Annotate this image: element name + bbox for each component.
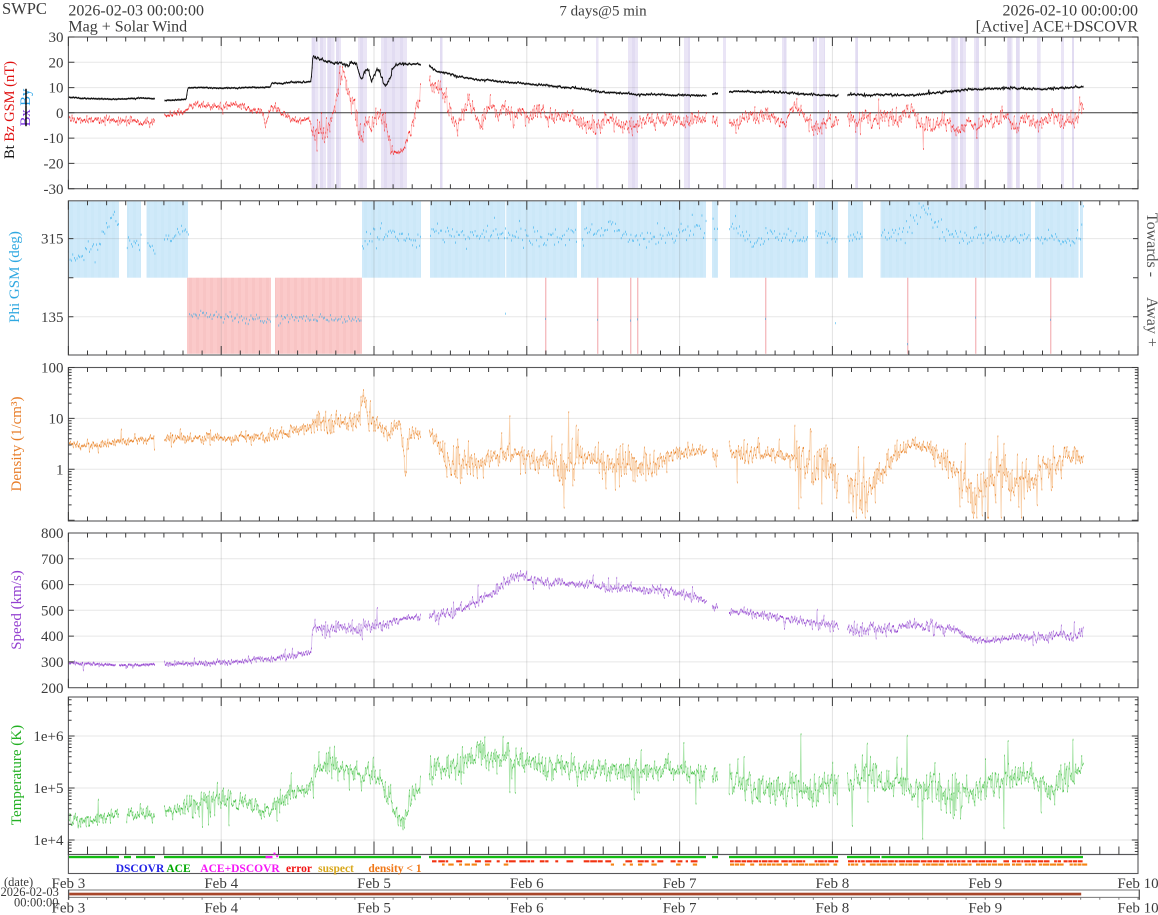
svg-text:-10: -10 [44,131,64,147]
svg-text:2026-02-03 00:00:00: 2026-02-03 00:00:00 [68,3,204,20]
svg-text:Bx By: Bx By [18,88,34,126]
svg-text:Mag + Solar Wind: Mag + Solar Wind [68,19,187,36]
svg-text:1e+5: 1e+5 [33,781,63,797]
svg-text:7 days@5 min: 7 days@5 min [559,4,647,20]
svg-text:Density (1/cm³): Density (1/cm³) [9,397,25,492]
svg-text:Feb 4: Feb 4 [204,876,238,892]
svg-text:(date): (date) [4,875,33,889]
svg-text:Feb 3: Feb 3 [52,901,86,915]
svg-text:Away +: Away + [1143,297,1158,347]
svg-text:Speed (km/s): Speed (km/s) [9,570,25,650]
svg-text:SWPC: SWPC [2,0,47,18]
svg-text:[Active] ACE+DSCOVR: [Active] ACE+DSCOVR [976,19,1139,36]
svg-text:500: 500 [41,603,64,619]
svg-text:ACE+DSCOVR: ACE+DSCOVR [200,863,280,875]
svg-text:Feb 7: Feb 7 [663,901,697,915]
svg-text:Towards -: Towards - [1143,213,1158,277]
svg-text:Bt Bz GSM (nT): Bt Bz GSM (nT) [2,61,18,159]
svg-text:1: 1 [56,462,64,478]
svg-text:ACE: ACE [166,863,191,875]
svg-text:2026-02-03: 2026-02-03 [1,885,59,899]
svg-text:Feb 9: Feb 9 [968,901,1002,915]
svg-text:300: 300 [41,655,64,671]
svg-text:Feb 9: Feb 9 [968,876,1002,892]
svg-text:700: 700 [41,552,64,568]
svg-text:Feb 5: Feb 5 [357,901,391,915]
svg-text:100: 100 [41,361,64,377]
svg-text:-20: -20 [44,157,64,173]
svg-text:135: 135 [41,310,64,326]
svg-text:-30: -30 [44,182,64,198]
svg-text:20: 20 [49,55,64,71]
svg-text:DSCOVR: DSCOVR [116,863,165,875]
svg-text:0: 0 [56,106,64,122]
svg-text:Feb 4: Feb 4 [204,901,238,915]
svg-text:error: error [286,863,312,875]
svg-text:Feb 10: Feb 10 [1117,876,1158,892]
svg-text:1e+4: 1e+4 [33,833,64,849]
svg-text:10: 10 [49,81,64,97]
svg-text:Temperature (K): Temperature (K) [9,725,25,825]
svg-text:00:00:00: 00:00:00 [14,896,58,910]
svg-text:suspect: suspect [318,863,354,875]
svg-text:10: 10 [49,412,64,428]
svg-text:Feb 10: Feb 10 [1117,901,1158,915]
svg-text:density < 1: density < 1 [368,863,421,875]
svg-text:2026-02-10 00:00:00: 2026-02-10 00:00:00 [1002,3,1138,20]
svg-text:800: 800 [41,526,64,542]
svg-text:600: 600 [41,578,64,594]
svg-text:30: 30 [49,30,64,46]
svg-text:400: 400 [41,629,64,645]
svg-text:Feb 6: Feb 6 [510,901,544,915]
svg-text:Feb 8: Feb 8 [816,876,850,892]
svg-text:Feb 5: Feb 5 [357,876,391,892]
svg-text:Feb 6: Feb 6 [510,876,544,892]
svg-text:Feb 7: Feb 7 [663,876,697,892]
svg-text:315: 315 [41,232,64,248]
svg-text:Feb 3: Feb 3 [52,876,86,892]
svg-text:200: 200 [41,681,64,697]
svg-text:Phi GSM (deg): Phi GSM (deg) [7,231,23,323]
svg-text:1e+6: 1e+6 [33,729,64,745]
svg-text:Feb 8: Feb 8 [816,901,850,915]
